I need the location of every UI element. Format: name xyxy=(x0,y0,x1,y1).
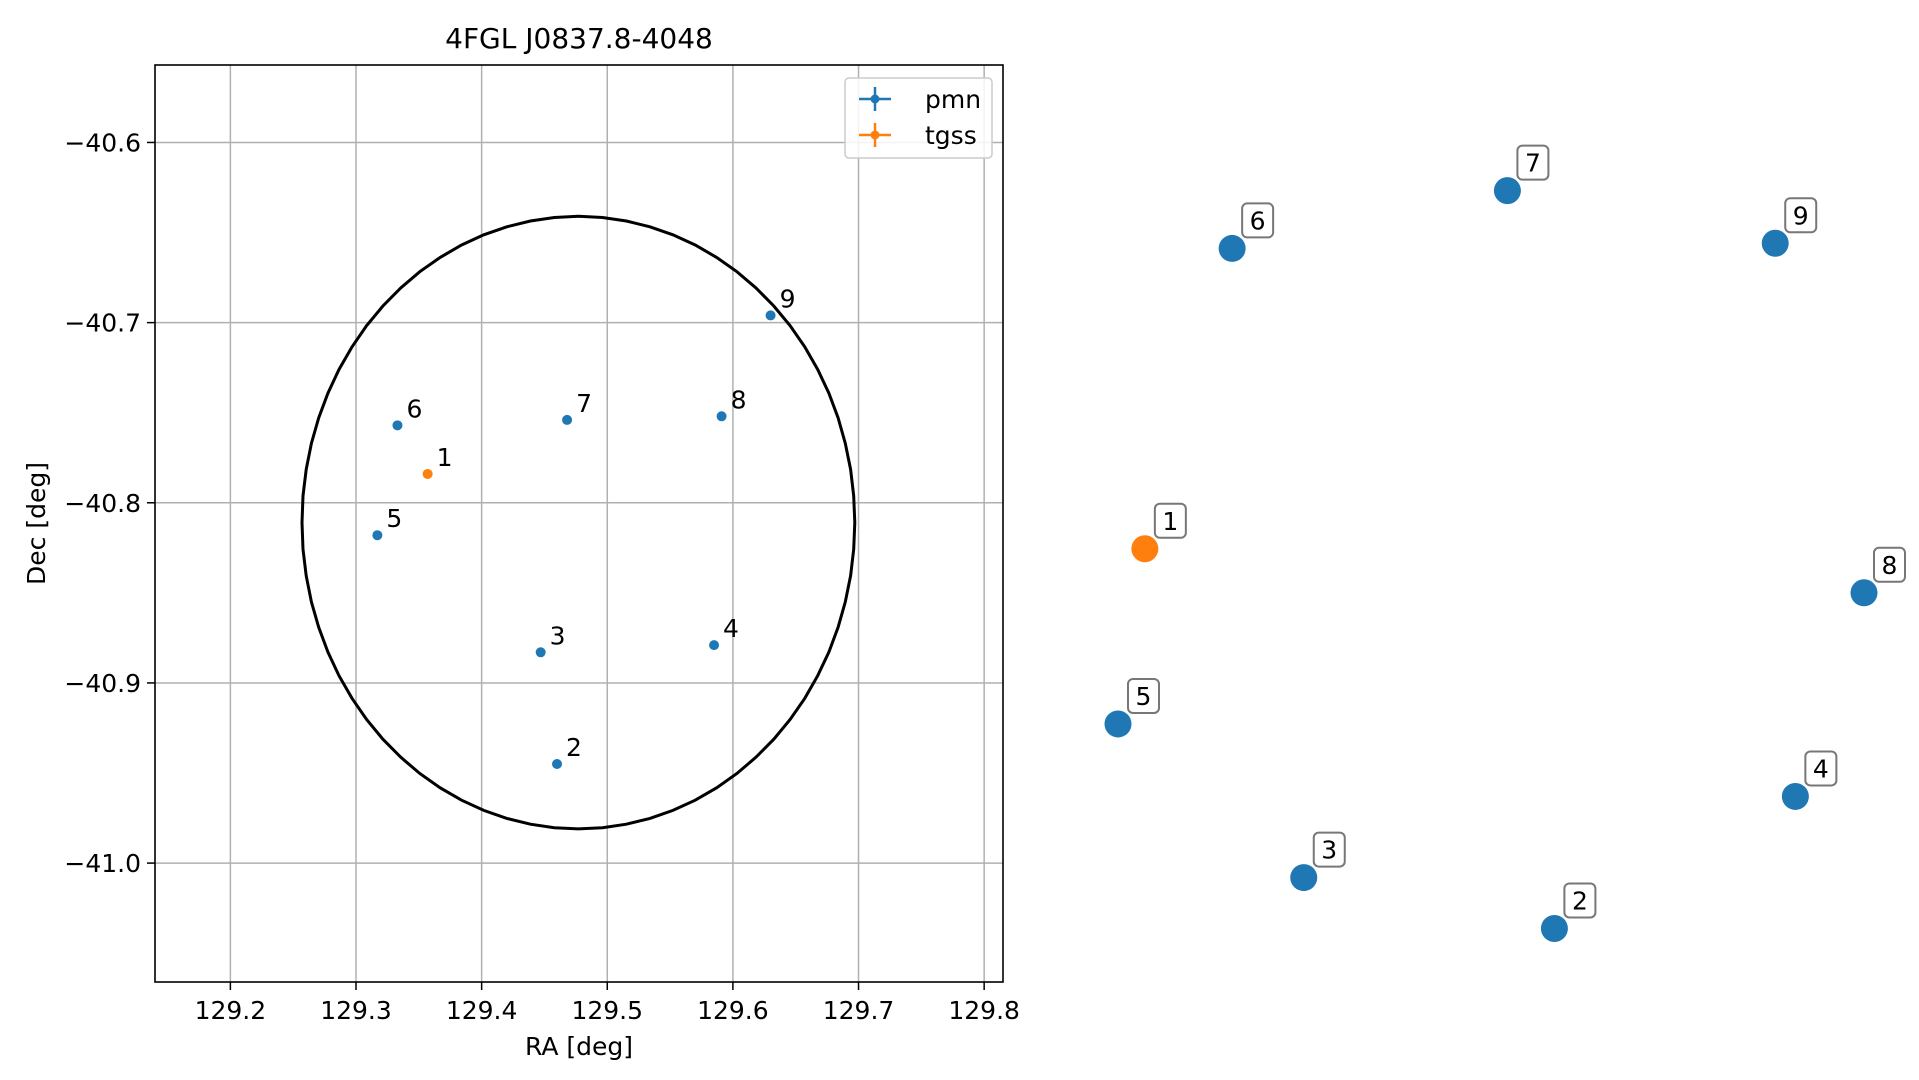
chart-title: 4FGL J0837.8-4048 xyxy=(445,22,713,55)
pmn-point xyxy=(709,640,720,651)
point-marker xyxy=(1493,177,1521,205)
label-badge xyxy=(1563,882,1597,919)
point-marker xyxy=(1290,864,1318,892)
point-marker xyxy=(1104,710,1132,738)
point-label: 1 xyxy=(437,443,453,472)
badge-label: 1 xyxy=(1162,507,1178,536)
y-tick-label: −41.0 xyxy=(64,849,141,878)
point-label: 2 xyxy=(566,733,582,762)
point-marker xyxy=(1540,914,1568,942)
legend-entry-tgss: tgss xyxy=(859,121,977,150)
x-axis-label: RA [deg] xyxy=(525,1032,633,1061)
axes-frame xyxy=(154,64,1004,983)
axis-ticks: 129.2 129.3 129.4 129.5 129.6 129.7 129.8 −40.6… xyxy=(64,128,1020,1025)
badge-label: 7 xyxy=(1525,149,1541,178)
point-label: 3 xyxy=(550,621,566,650)
label-badge xyxy=(1153,502,1187,539)
label-badge xyxy=(1784,197,1818,234)
x-tick-label: 129.8 xyxy=(948,996,1020,1025)
y-tick-label: −40.7 xyxy=(64,309,141,338)
point-label: 7 xyxy=(576,389,592,418)
grid xyxy=(155,65,1003,982)
y-tick-label: −40.6 xyxy=(64,128,141,157)
left-scatter-chart: 2 3 4 5 6 7 8 9 1 129.2 129.3 129.4 129.5 129.6 129.7… xyxy=(22,22,1020,1061)
right-label-layout-chart: 2 3 4 5 6 7 8 9 1 xyxy=(1104,144,1906,942)
pmn-point xyxy=(535,647,546,658)
tgss-point xyxy=(422,468,433,479)
y-tick-label: −40.8 xyxy=(64,489,141,518)
legend-marker-dot xyxy=(870,94,880,104)
data-points: 2 3 4 5 6 7 8 9 1 xyxy=(372,284,796,770)
legend-label: pmn xyxy=(925,85,981,114)
label-badge xyxy=(1127,677,1160,714)
point-label: 8 xyxy=(731,385,747,414)
x-tick-label: 129.4 xyxy=(446,996,518,1025)
point-label: 6 xyxy=(406,394,422,423)
label-badge xyxy=(1241,202,1275,239)
x-tick-label: 129.2 xyxy=(195,996,267,1025)
labeled-point: 9 xyxy=(1761,197,1818,257)
badge-label: 6 xyxy=(1250,206,1266,235)
label-badge xyxy=(1312,831,1346,868)
x-tick-label: 129.7 xyxy=(823,996,895,1025)
pmn-point xyxy=(392,420,403,431)
labeled-point: 6 xyxy=(1218,202,1275,262)
point-marker xyxy=(1761,229,1789,257)
point-marker xyxy=(1218,234,1246,262)
pmn-point xyxy=(552,759,563,770)
point-marker xyxy=(1781,782,1809,810)
badge-label: 9 xyxy=(1793,201,1809,230)
point-label: 5 xyxy=(386,504,402,533)
pmn-point xyxy=(765,310,776,321)
legend-label: tgss xyxy=(925,121,977,150)
y-axis-label: Dec [deg] xyxy=(22,462,51,585)
labeled-point: 2 xyxy=(1540,882,1597,942)
labeled-point: 8 xyxy=(1850,546,1906,607)
x-tick-label: 129.6 xyxy=(697,996,769,1025)
pmn-point xyxy=(562,414,573,425)
point-label: 4 xyxy=(723,614,739,643)
badge-label: 8 xyxy=(1882,551,1898,580)
x-tick-label: 129.3 xyxy=(320,996,392,1025)
legend: pmn tgss xyxy=(844,77,993,159)
point-marker xyxy=(1131,535,1159,563)
legend-marker-dot xyxy=(870,130,880,140)
badge-label: 3 xyxy=(1321,836,1337,865)
point-label: 9 xyxy=(780,284,796,313)
legend-entry-pmn: pmn xyxy=(859,85,981,114)
badge-label: 2 xyxy=(1572,886,1588,915)
badge-label: 4 xyxy=(1813,754,1829,783)
y-tick-label: −40.9 xyxy=(64,669,141,698)
badge-label: 5 xyxy=(1136,682,1152,711)
label-badge xyxy=(1873,546,1906,583)
labeled-point: 7 xyxy=(1493,144,1550,205)
pmn-point xyxy=(372,530,383,541)
labeled-point: 1 xyxy=(1131,502,1187,563)
pmn-point xyxy=(716,411,727,422)
point-marker xyxy=(1850,579,1878,607)
labeled-point: 5 xyxy=(1104,677,1160,738)
error-ellipse xyxy=(300,214,857,831)
x-tick-label: 129.5 xyxy=(571,996,643,1025)
data-points: 2 3 4 5 6 7 8 9 1 xyxy=(1104,144,1906,942)
labeled-point: 4 xyxy=(1781,750,1838,810)
label-badge xyxy=(1516,144,1550,181)
labeled-point: 3 xyxy=(1290,831,1346,892)
label-badge xyxy=(1804,750,1838,787)
